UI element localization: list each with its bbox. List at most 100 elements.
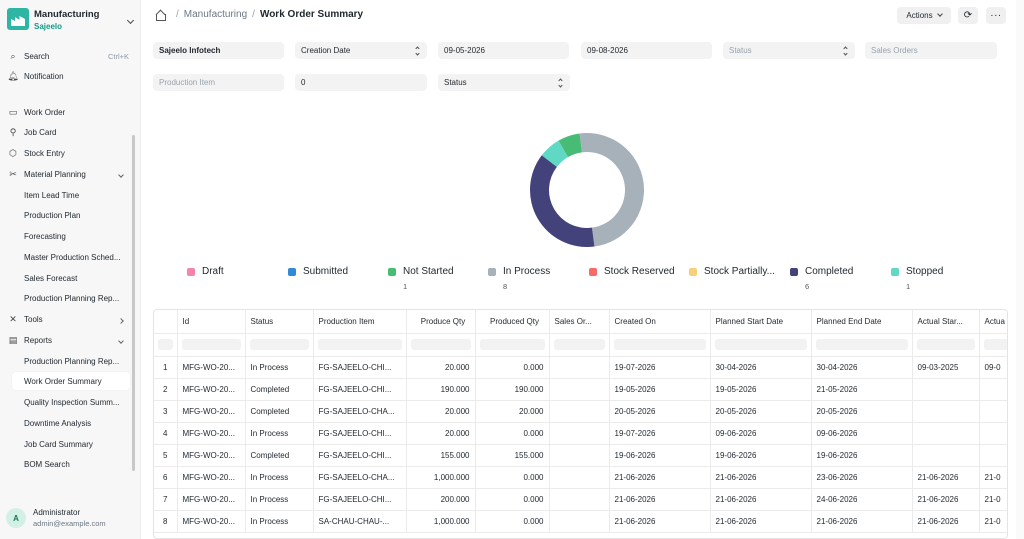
- based-on-filter[interactable]: Creation Date: [295, 42, 427, 59]
- sidebar-item-item-lead-time[interactable]: Item Lead Time: [24, 190, 80, 200]
- legend-item[interactable]: In Process 8: [488, 266, 550, 291]
- breadcrumb-module[interactable]: Manufacturing: [183, 9, 248, 20]
- table-cell: 20.000: [406, 356, 476, 379]
- more-button[interactable]: ···: [986, 7, 1006, 24]
- sidebar-item-bom-search[interactable]: BOM Search: [24, 459, 70, 469]
- column-header-produce-qty[interactable]: Produce Qty: [406, 310, 476, 334]
- notification-label: Notification: [24, 71, 64, 81]
- legend-item[interactable]: Stock Partially...: [689, 266, 775, 282]
- legend-item[interactable]: Submitted: [288, 266, 348, 282]
- chevron-right-icon: [118, 316, 124, 325]
- sidebar-item-work-order-summary[interactable]: Work Order Summary: [12, 372, 130, 390]
- age-filter[interactable]: 0: [295, 74, 427, 91]
- sales-orders-filter[interactable]: Sales Orders: [865, 42, 997, 59]
- column-header-created-on[interactable]: Created On: [609, 310, 711, 334]
- column-filter-input[interactable]: [714, 339, 807, 350]
- search-item[interactable]: ⌕ Search Ctrl+K: [0, 47, 135, 65]
- sidebar-item-stock-entry[interactable]: ⬡ Stock Entry: [0, 144, 135, 162]
- column-filter-input[interactable]: [553, 339, 605, 350]
- sidebar-item-label: Material Planning: [24, 169, 86, 179]
- legend-item[interactable]: Draft: [187, 266, 224, 282]
- table-row[interactable]: 7 MFG-WO-20... In Process FG-SAJEELO-CHI...…: [154, 488, 1007, 511]
- column-header-sales-order[interactable]: Sales Or...: [549, 310, 610, 334]
- legend-item[interactable]: Completed 6: [790, 266, 853, 291]
- from-date-filter[interactable]: 09-05-2026: [438, 42, 569, 59]
- refresh-button[interactable]: ⟳: [958, 7, 978, 24]
- more-icon: ···: [990, 10, 1002, 21]
- row-index-cell: 2: [154, 378, 178, 401]
- page-scrollbar[interactable]: [1016, 0, 1024, 539]
- user-menu[interactable]: A Administrator admin@example.com: [6, 505, 136, 531]
- production-item-filter[interactable]: Production Item: [153, 74, 284, 91]
- column-header-status[interactable]: Status: [245, 310, 314, 334]
- column-header-produced-qty[interactable]: Produced Qty: [475, 310, 550, 334]
- sidebar-item-quality-inspection-summary[interactable]: Quality Inspection Summ...: [24, 397, 120, 407]
- column-header-planned-start-date[interactable]: Planned Start Date: [710, 310, 812, 334]
- sidebar-item-sales-forecast[interactable]: Sales Forecast: [24, 273, 78, 283]
- status-filter[interactable]: Status: [723, 42, 855, 59]
- table-row[interactable]: 3 MFG-WO-20... Completed FG-SAJEELO-CHA... 2…: [154, 400, 1007, 423]
- sidebar-item-forecasting[interactable]: Forecasting: [24, 231, 66, 241]
- table-cell: 1,000.000: [406, 466, 476, 489]
- sidebar-item-material-planning[interactable]: ✂ Material Planning: [0, 165, 135, 183]
- sidebar-item-job-card-summary[interactable]: Job Card Summary: [24, 439, 93, 449]
- donut-slice-not-started[interactable]: [558, 133, 583, 158]
- table-cell: Completed: [245, 378, 314, 401]
- column-filter-input[interactable]: [181, 339, 241, 350]
- sidebar-item-production-planning-report-2[interactable]: Production Planning Rep...: [24, 356, 120, 366]
- table-row[interactable]: 6 MFG-WO-20... In Process FG-SAJEELO-CHA...…: [154, 466, 1007, 489]
- sidebar-scrollbar[interactable]: [132, 135, 135, 471]
- column-filter-input[interactable]: [158, 339, 173, 350]
- legend-item[interactable]: Not Started 1: [388, 266, 454, 291]
- column-header-actual-end-date[interactable]: Actua: [979, 310, 1007, 334]
- table-row[interactable]: 8 MFG-WO-20... In Process SA-CHAU-CHAU-... 1…: [154, 510, 1007, 533]
- table-cell: 20.000: [406, 422, 476, 445]
- select-arrows-icon: [843, 45, 848, 56]
- donut-slice-in-process[interactable]: [579, 133, 644, 247]
- table-cell: 24-06-2026: [811, 488, 913, 511]
- actions-button[interactable]: Actions: [897, 7, 951, 24]
- column-filter-input[interactable]: [983, 339, 1007, 350]
- table-cell: FG-SAJEELO-CHI...: [313, 444, 407, 467]
- donut-slice-completed[interactable]: [530, 155, 595, 247]
- company-filter[interactable]: Sajeelo Infotech: [153, 42, 284, 59]
- column-filter-input[interactable]: [916, 339, 975, 350]
- sidebar-item-tools[interactable]: ✕ Tools: [0, 310, 135, 328]
- sidebar-item-work-order[interactable]: ▭ Work Order: [0, 103, 135, 121]
- legend-item[interactable]: Stopped 1: [891, 266, 943, 291]
- table-row[interactable]: 1 MFG-WO-20... In Process FG-SAJEELO-CHI...…: [154, 356, 1007, 379]
- column-filter-input[interactable]: [317, 339, 402, 350]
- table-row[interactable]: 2 MFG-WO-20... Completed FG-SAJEELO-CHI... 1…: [154, 378, 1007, 401]
- table-cell: 21-06-2026: [710, 466, 812, 489]
- column-header-production-item[interactable]: Production Item: [313, 310, 407, 334]
- column-filter-input[interactable]: [479, 339, 545, 350]
- column-filter-input[interactable]: [815, 339, 908, 350]
- sidebar-item-downtime-analysis[interactable]: Downtime Analysis: [24, 418, 92, 428]
- table-cell: [979, 422, 1007, 445]
- column-header-id[interactable]: Id: [177, 310, 246, 334]
- workspace-switcher[interactable]: Manufacturing Sajeelo: [7, 8, 135, 36]
- table-cell: In Process: [245, 356, 314, 379]
- table-row[interactable]: 4 MFG-WO-20... In Process FG-SAJEELO-CHI...…: [154, 422, 1007, 445]
- home-icon[interactable]: [155, 10, 166, 21]
- table-row[interactable]: 5 MFG-WO-20... Completed FG-SAJEELO-CHI... 1…: [154, 444, 1007, 467]
- column-filter-input[interactable]: [613, 339, 706, 350]
- column-header-planned-end-date[interactable]: Planned End Date: [811, 310, 913, 334]
- legend-item[interactable]: Stock Reserved: [589, 266, 675, 282]
- sidebar-item-reports[interactable]: ▤ Reports: [0, 331, 135, 349]
- table-cell: 21-06-2026: [609, 466, 711, 489]
- to-date-filter[interactable]: 09-08-2026: [581, 42, 712, 59]
- sidebar-item-master-production-schedule[interactable]: Master Production Sched...: [24, 252, 121, 262]
- legend-count: 1: [906, 282, 911, 291]
- donut-slice-stopped[interactable]: [541, 140, 568, 167]
- column-header-actual-start-date[interactable]: Actual Star...: [912, 310, 980, 334]
- group-by-filter[interactable]: Status: [438, 74, 570, 91]
- sidebar-item-production-plan[interactable]: Production Plan: [24, 210, 81, 220]
- table-cell: 30-04-2026: [710, 356, 812, 379]
- column-filter-input[interactable]: [249, 339, 309, 350]
- table-cell: MFG-WO-20...: [177, 378, 246, 401]
- sidebar-item-job-card[interactable]: ⚲ Job Card: [0, 123, 135, 141]
- notification-item[interactable]: 🔔︎ Notification: [0, 67, 135, 85]
- column-filter-input[interactable]: [410, 339, 471, 350]
- sidebar-item-production-planning-report[interactable]: Production Planning Rep...: [24, 293, 120, 303]
